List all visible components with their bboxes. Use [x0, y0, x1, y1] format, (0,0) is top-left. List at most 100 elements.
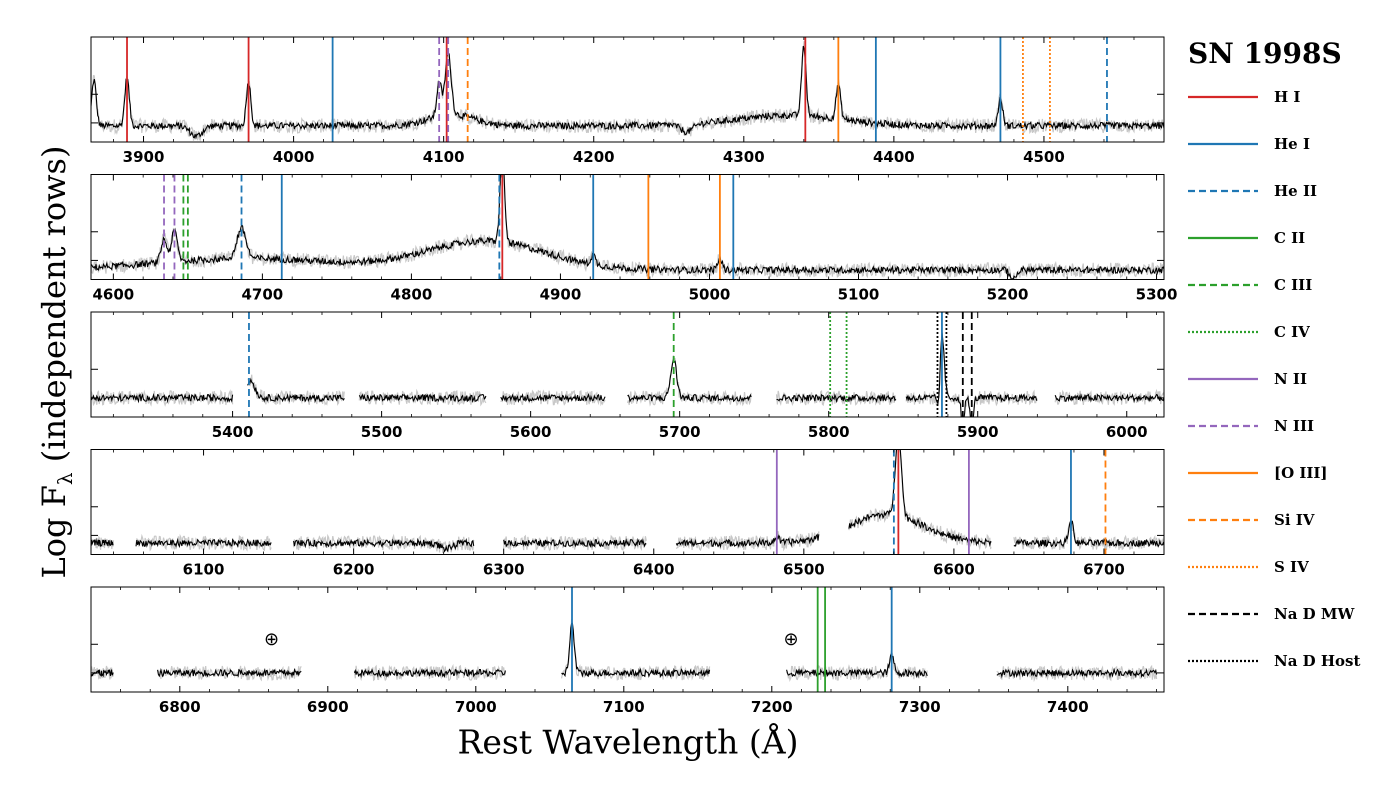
legend-label: [O III]	[1274, 464, 1328, 482]
legend-item-n-iii: N III	[1188, 417, 1393, 464]
x-tick-label: 4600	[92, 286, 134, 304]
legend-swatch	[1188, 612, 1258, 616]
flux-segment-1	[91, 45, 1164, 140]
legend-label: C II	[1274, 229, 1306, 247]
legend-label: C III	[1274, 276, 1313, 294]
legend-swatch	[1188, 377, 1258, 381]
legend-item-he-ii: He II	[1188, 182, 1393, 229]
spectrum-row-5: ⊕ ⊕ 6800 6900 7000 7100 7200 7300 7400	[90, 586, 1165, 716]
flux-error-segment-4	[500, 389, 606, 407]
flux-error-segment-1	[91, 174, 1164, 280]
flux-segment-2	[157, 667, 247, 678]
x-tick-label: 4300	[723, 148, 765, 166]
flux-segment-8	[1054, 393, 1164, 404]
legend-item-si-iv: Si IV	[1188, 511, 1393, 558]
row-plot-area	[91, 449, 1164, 555]
spectrum-row-1: 3900 4000 4100 4200 4300 4400 4500	[90, 36, 1165, 166]
x-tick-label: 4900	[540, 286, 582, 304]
flux-segment-2	[247, 377, 345, 404]
x-tick-label: 6000	[1106, 423, 1148, 441]
x-tick-label: 6100	[183, 561, 225, 579]
x-tick-label: 7300	[899, 698, 941, 716]
x-axis-label: Rest Wavelength (Å)	[457, 722, 799, 762]
legend-swatch	[1188, 565, 1258, 569]
legend-swatch	[1188, 95, 1258, 99]
x-tick-label: 5300	[1136, 286, 1178, 304]
x-tick-label: 4100	[423, 148, 465, 166]
legend-label: He I	[1274, 135, 1310, 153]
legend-swatch	[1188, 236, 1258, 240]
flux-segment-7	[905, 332, 1038, 417]
row-frame	[90, 36, 1165, 143]
flux-error-segment-1	[91, 389, 234, 407]
legend-label: Na D Host	[1274, 652, 1361, 670]
flux-segment-5	[675, 533, 820, 549]
row-frame	[90, 586, 1165, 693]
x-tick-label: 7200	[751, 698, 793, 716]
legend-item-n-ii: N II	[1188, 370, 1393, 417]
row-frame	[90, 174, 1165, 280]
legend-label: C IV	[1274, 323, 1310, 341]
legend-items: H I He I He II C II C III C IV N II N III [O III…	[1188, 88, 1393, 699]
flux-error-segment-6	[848, 449, 992, 551]
x-tick-label: 6400	[633, 561, 675, 579]
x-tick-label: 4700	[242, 286, 284, 304]
x-tick-label: 5900	[957, 423, 999, 441]
legend-swatch	[1188, 471, 1258, 475]
legend-item-c-iii: C III	[1188, 276, 1393, 323]
legend-item-na-d-host: Na D Host	[1188, 652, 1393, 699]
flux-segment-6	[776, 393, 897, 404]
legend-swatch	[1188, 659, 1258, 663]
legend-item-na-d-mw: Na D MW	[1188, 605, 1393, 652]
spectrum-row-2: 4600 4700 4800 4900 5000 5100 5200 5300	[90, 174, 1178, 304]
legend: SN 1998S H I He I He II C II C III C IV N II N …	[1188, 30, 1393, 699]
x-tick-label: 4500	[1023, 148, 1065, 166]
x-tick-label: 6200	[333, 561, 375, 579]
legend-swatch	[1188, 189, 1258, 193]
flux-segment-1	[91, 392, 234, 404]
flux-segment-5	[627, 357, 752, 403]
flux-error-segment-5	[561, 619, 711, 681]
flux-error-segment-2	[247, 374, 345, 406]
legend-label: He II	[1274, 182, 1317, 200]
flux-error-segment-6	[775, 390, 897, 407]
x-tick-label: 5400	[212, 423, 254, 441]
x-tick-label: 4200	[573, 148, 615, 166]
row-plot-area	[91, 587, 1158, 692]
flux-segment-7	[996, 667, 1158, 679]
x-tick-label: 5100	[838, 286, 880, 304]
legend-label: Si IV	[1274, 511, 1315, 529]
flux-error-segment-3	[293, 533, 475, 554]
x-tick-label: 5600	[510, 423, 552, 441]
x-tick-label: 6300	[483, 561, 525, 579]
x-tick-label: 7000	[455, 698, 497, 716]
flux-segment-6	[848, 449, 992, 547]
flux-segment-1	[91, 174, 1164, 280]
flux-error-segment-4	[503, 534, 647, 551]
telluric-marker-2: ⊕	[783, 629, 798, 650]
legend-swatch	[1188, 518, 1258, 522]
legend-item-s-iv: S IV	[1188, 558, 1393, 605]
legend-label: N III	[1274, 417, 1314, 435]
flux-segment-3	[245, 667, 302, 678]
x-tick-label: 7400	[1047, 698, 1089, 716]
row-frame	[90, 449, 1165, 555]
flux-segment-5	[561, 622, 711, 678]
x-tick-label: 7100	[603, 698, 645, 716]
telluric-marker-1: ⊕	[264, 629, 279, 650]
flux-error-segment-1	[91, 41, 1164, 142]
row-plot-area	[91, 312, 1164, 417]
flux-error-segment-5	[626, 355, 752, 407]
y-axis-label: Log Fλ (independent rows)	[34, 145, 78, 579]
flux-error-segment-7	[905, 333, 1038, 417]
x-tick-label: 6700	[1083, 561, 1125, 579]
spectrum-row-4: 6100 6200 6300 6400 6500 6600 6700	[90, 449, 1165, 579]
legend-swatch	[1188, 283, 1258, 287]
flux-segment-7	[1013, 519, 1164, 548]
legend-label: S IV	[1274, 558, 1309, 576]
flux-error-segment-7	[1013, 522, 1164, 551]
x-tick-label: 6800	[159, 698, 201, 716]
legend-label: N II	[1274, 370, 1307, 388]
legend-item-c-iv: C IV	[1188, 323, 1393, 370]
